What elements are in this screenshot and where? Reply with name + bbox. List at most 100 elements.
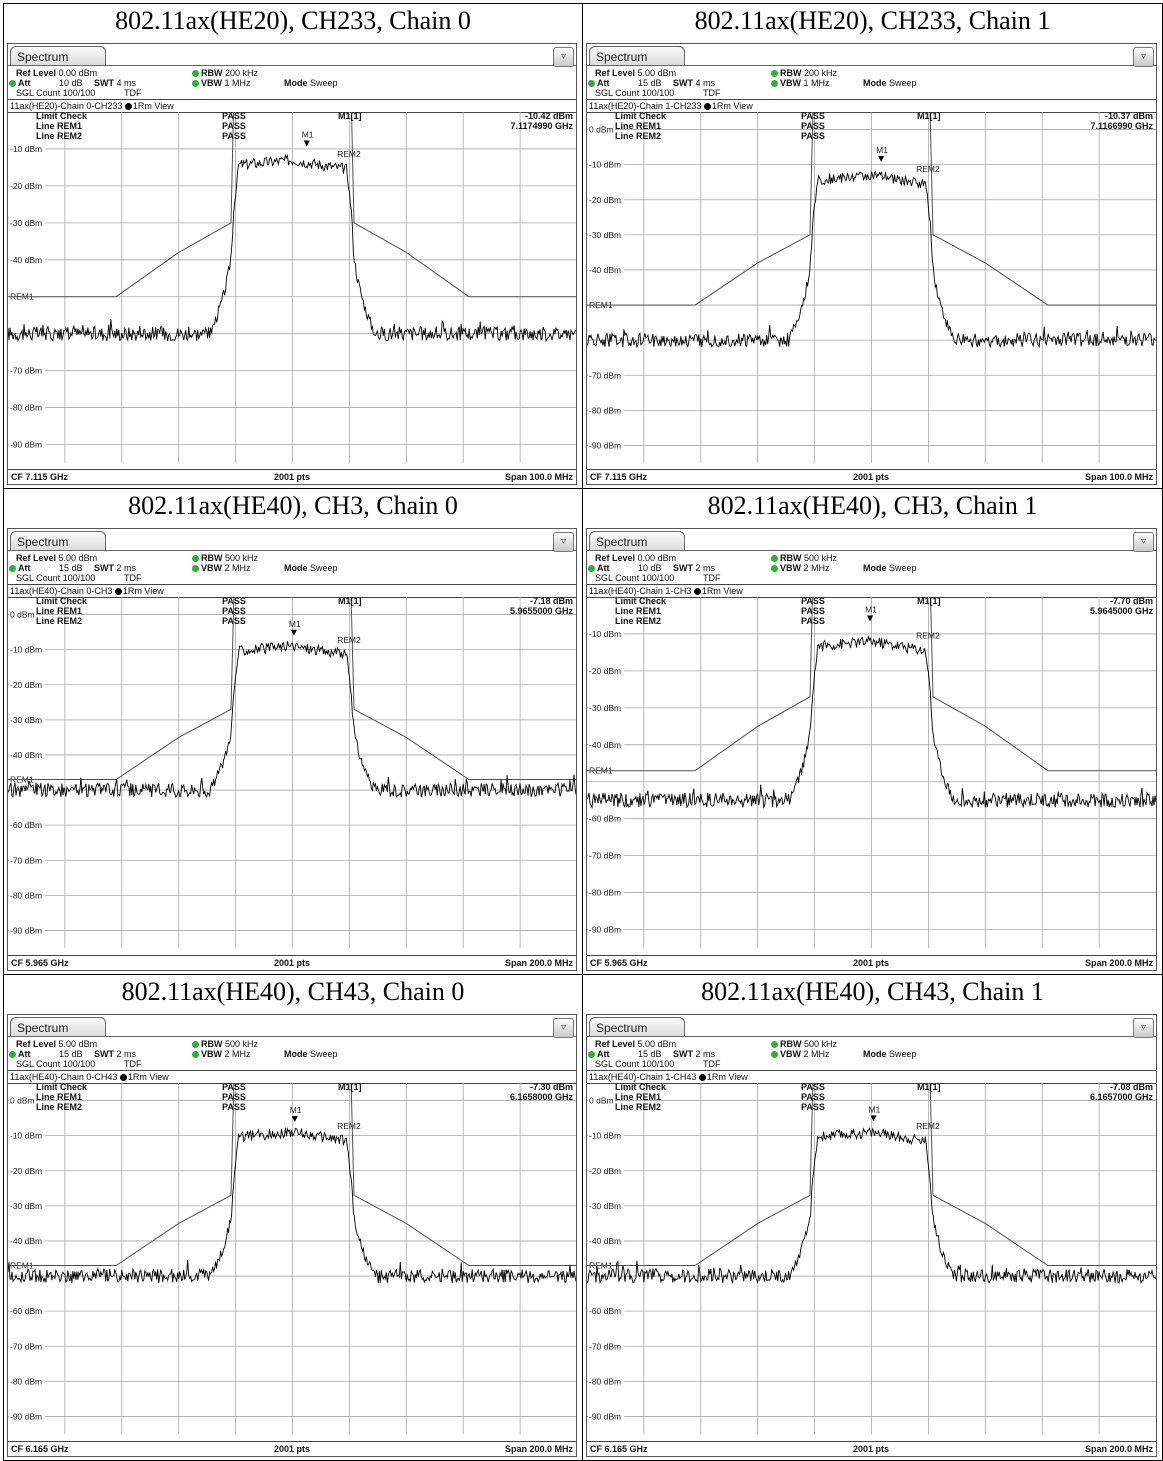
y-tick-bg <box>588 664 625 674</box>
y-tick-label: -10 dBm <box>10 1131 42 1141</box>
limit-check-result: PASS <box>222 596 246 606</box>
line-rem1-result: PASS <box>801 121 825 131</box>
mode-row: Mode Sweep <box>284 563 338 573</box>
y-tick-bg <box>588 1199 625 1209</box>
y-tick-label: -60 dBm <box>10 820 42 830</box>
sweep-points: 2001 pts <box>853 472 890 482</box>
scroll-down-icon[interactable]: ▿ <box>553 47 574 67</box>
y-tick-bg <box>588 1305 625 1315</box>
panel-title: 802.11ax(HE40), CH3, Chain 1 <box>707 491 1038 520</box>
swt-value: 2 ms <box>116 563 137 573</box>
view-dot-icon <box>693 588 701 595</box>
marker-m1-label: M1 <box>289 619 301 629</box>
trace-info-bar: 11ax(HE40)-Chain 0-CH3 1Rm View <box>8 584 576 598</box>
view-label: 1Rm View <box>706 1072 748 1082</box>
line-rem2-result: PASS <box>801 131 825 141</box>
status-dot <box>771 565 778 572</box>
swt-label: SWT <box>94 78 114 88</box>
status-dot <box>771 1041 778 1048</box>
y-tick-bg <box>9 889 46 899</box>
y-tick-label: -10 dBm <box>10 645 42 655</box>
line-rem2-label: Line REM2 <box>36 131 83 141</box>
footer-bar: CF 5.965 GHz 2001 pts Span 200.0 MHz <box>587 955 1156 970</box>
spectrum-trace <box>587 635 1156 810</box>
sgl-count-row: SGL Count 100/100 <box>595 88 674 98</box>
spectrum-trace <box>587 170 1156 349</box>
y-tick-label: -20 dBm <box>10 181 42 191</box>
mode-label: Mode <box>284 1049 308 1059</box>
swt-label: SWT <box>673 563 693 573</box>
rbw-row: RBW 500 kHz <box>192 553 258 563</box>
plot-area: -10 dBm -20 dBm -30 dBm -40 dBm REM1 -70 dBm -… <box>8 112 576 463</box>
rbw-row: RBW 500 kHz <box>192 1039 258 1049</box>
y-tick-bg <box>9 1164 46 1174</box>
vbw-row: VBW 2 MHz <box>192 563 251 573</box>
rbw-value: 500 kHz <box>804 1039 838 1049</box>
y-tick-label: -90 dBm <box>589 440 621 450</box>
sgl-count-label: SGL Count <box>16 88 61 98</box>
tdf-label: TDF <box>124 88 142 98</box>
limit-line-rem1 <box>8 597 576 780</box>
swt-value: 4 ms <box>116 78 137 88</box>
limit-check-label: Limit Check <box>36 1082 88 1092</box>
trace-info-bar: 11ax(HE40)-Chain 1-CH3 1Rm View <box>587 584 1156 598</box>
spectrum-tab: Spectrum <box>589 531 685 550</box>
limit-check-result: PASS <box>801 1082 825 1092</box>
y-tick-label: -70 dBm <box>10 855 42 865</box>
view-dot-icon <box>703 103 711 110</box>
marker-readout-freq: 7.1174990 GHz <box>510 121 573 131</box>
status-dot <box>192 565 199 572</box>
scroll-down-icon[interactable]: ▿ <box>553 532 574 552</box>
measurement-cell: 802.11ax(HE40), CH3, Chain 0 Spectrum ▿ Ref… <box>3 489 583 975</box>
att-label: Att <box>597 563 610 573</box>
rem2-label: REM2 <box>916 630 940 640</box>
marker-readout-level: -7.18 dBm <box>529 596 573 606</box>
spectrum-tab: Spectrum <box>10 531 106 550</box>
att-row: Att 15 dB <box>588 78 662 88</box>
y-tick-bg <box>9 748 46 758</box>
sweep-points: 2001 pts <box>274 472 311 482</box>
mode-value: Sweep <box>889 563 917 573</box>
sweep-points: 2001 pts <box>853 958 890 968</box>
y-tick-bg <box>9 713 46 723</box>
spectrum-panel: Spectrum ▿ Ref Level 5.00 dBm RBW 200 kHz At… <box>586 43 1157 485</box>
swt-value: 2 ms <box>695 1049 716 1059</box>
status-dot <box>771 1051 778 1058</box>
span-value: Span 100.0 MHz <box>1084 472 1153 482</box>
y-tick-bg <box>588 193 625 203</box>
scroll-down-icon[interactable]: ▿ <box>1133 1018 1154 1038</box>
y-tick-label: -40 dBm <box>10 255 42 265</box>
plot-area: 0 dBm -10 dBm -20 dBm -30 dBm -40 dBm REM1 -70… <box>587 112 1156 463</box>
rbw-value: 500 kHz <box>804 553 838 563</box>
ref-level-value: 5.00 dBm <box>58 1039 98 1049</box>
rem2-label: REM2 <box>337 149 361 159</box>
limit-line-rem1 <box>587 597 1156 772</box>
y-tick-label: -30 dBm <box>589 703 621 713</box>
tdf-label: TDF <box>703 88 721 98</box>
vbw-label: VBW <box>201 78 222 88</box>
y-tick-bg <box>588 123 615 133</box>
scroll-down-icon[interactable]: ▿ <box>1133 532 1154 552</box>
scroll-down-icon[interactable]: ▿ <box>1133 47 1154 67</box>
sgl-count-value: 100/100 <box>62 573 96 583</box>
rbw-label: RBW <box>780 68 802 78</box>
view-dot-icon <box>698 1074 706 1081</box>
swt-value: 4 ms <box>695 78 716 88</box>
mode-label: Mode <box>863 1049 887 1059</box>
limit-check-result: PASS <box>222 111 246 121</box>
line-rem1-result: PASS <box>222 606 246 616</box>
vbw-value: 2 MHz <box>224 1049 251 1059</box>
y-tick-bg <box>588 299 611 309</box>
y-tick-label: -20 dBm <box>589 1166 621 1176</box>
marker-readout-name: M1[1] <box>338 111 362 121</box>
status-dot <box>192 80 199 87</box>
vbw-value: 1 MHz <box>803 78 830 88</box>
footer-bar: CF 6.165 GHz 2001 pts Span 200.0 MHz <box>8 1441 576 1456</box>
mode-value: Sweep <box>889 1049 917 1059</box>
ref-level-value: 5.00 dBm <box>58 553 98 563</box>
span-value: Span 200.0 MHz <box>1084 958 1153 968</box>
scroll-down-icon[interactable]: ▿ <box>553 1018 574 1038</box>
y-tick-bg <box>588 369 625 379</box>
marker-readout-freq: 5.9655000 GHz <box>509 606 573 616</box>
